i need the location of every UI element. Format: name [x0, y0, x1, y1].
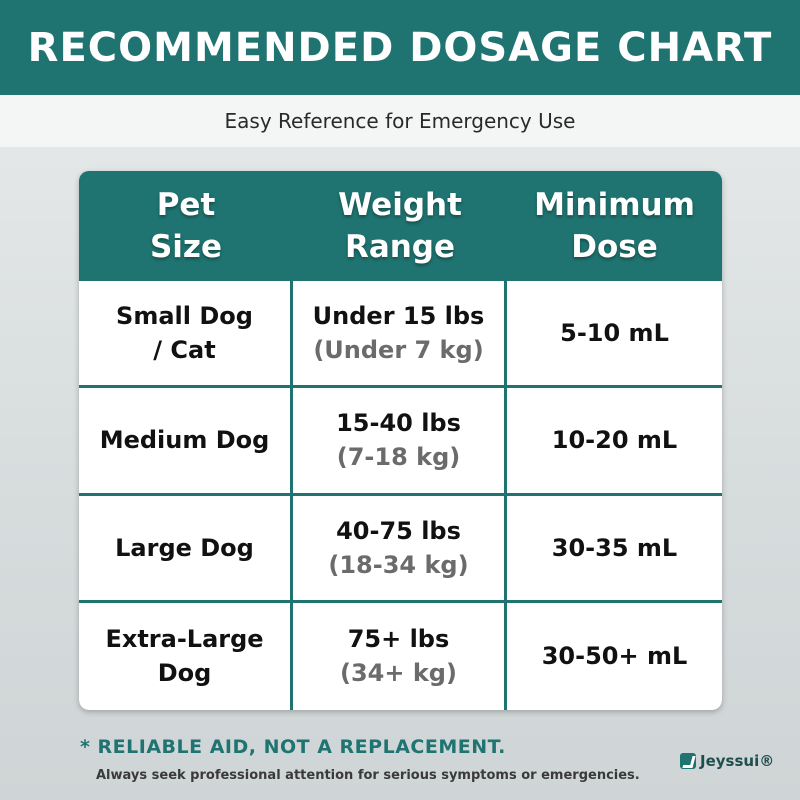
- pet-size-cell: Large Dog: [79, 495, 293, 603]
- weight-kg: (Under 7 kg): [313, 336, 484, 365]
- subtitle-bar: Easy Reference for Emergency Use: [0, 95, 800, 147]
- weight-range-cell: Under 15 lbs (Under 7 kg): [293, 281, 507, 389]
- minimum-dose-cell: 30-50+ mL: [507, 602, 722, 710]
- page-title: RECOMMENDED DOSAGE CHART: [27, 24, 773, 71]
- pet-size-cell: Medium Dog: [79, 388, 293, 496]
- weight-lbs: 15-40 lbs: [336, 409, 461, 438]
- weight-kg: (7-18 kg): [336, 443, 461, 472]
- weight-kg: (18-34 kg): [328, 550, 469, 579]
- brand-mark-icon: [680, 753, 696, 769]
- weight-lbs: 75+ lbs: [347, 625, 450, 654]
- table-header: Pet Size Weight Range Minimum Dose: [79, 171, 722, 281]
- table-row: Large Dog 40-75 lbs (18-34 kg) 30-35 mL: [79, 495, 722, 603]
- table-row: Medium Dog 15-40 lbs (7-18 kg) 10-20 mL: [79, 388, 722, 496]
- column-header-minimum-dose: Minimum Dose: [534, 187, 695, 265]
- weight-kg: (34+ kg): [340, 659, 457, 688]
- pet-size-text: Medium Dog: [99, 426, 270, 455]
- column-header-pet-size: Pet Size: [149, 187, 223, 265]
- title-banner: RECOMMENDED DOSAGE CHART: [0, 0, 800, 95]
- brand-logo: Jeyssui®: [680, 752, 774, 770]
- pet-size-text: Large Dog: [115, 533, 254, 562]
- dose-text: 30-35 mL: [551, 533, 678, 562]
- page-subtitle: Easy Reference for Emergency Use: [224, 109, 576, 133]
- disclaimer-text: Always seek professional attention for s…: [96, 768, 640, 783]
- weight-lbs: Under 15 lbs: [312, 302, 485, 331]
- weight-lbs: 40-75 lbs: [336, 516, 461, 545]
- weight-range-cell: 75+ lbs (34+ kg): [293, 602, 507, 710]
- pet-size-text: Extra-Large Dog: [105, 625, 264, 688]
- reliable-aid-note: * RELIABLE AID, NOT A REPLACEMENT.: [80, 736, 506, 758]
- brand-name: Jeyssui®: [700, 752, 775, 770]
- table-row: Small Dog / Cat Under 15 lbs (Under 7 kg…: [79, 281, 722, 389]
- dose-text: 10-20 mL: [551, 426, 678, 455]
- dose-text: 5-10 mL: [560, 319, 669, 348]
- weight-range-cell: 40-75 lbs (18-34 kg): [293, 495, 507, 603]
- minimum-dose-cell: 5-10 mL: [507, 281, 722, 389]
- column-header-weight-range: Weight Range: [338, 187, 462, 265]
- table-body: Small Dog / Cat Under 15 lbs (Under 7 kg…: [79, 281, 722, 710]
- table-row: Extra-Large Dog 75+ lbs (34+ kg) 30-50+ …: [79, 602, 722, 710]
- pet-size-cell: Extra-Large Dog: [79, 602, 293, 710]
- dosage-table: Pet Size Weight Range Minimum Dose Small…: [79, 171, 722, 710]
- minimum-dose-cell: 10-20 mL: [507, 388, 722, 496]
- weight-range-cell: 15-40 lbs (7-18 kg): [293, 388, 507, 496]
- pet-size-text: Small Dog / Cat: [116, 302, 253, 365]
- pet-size-cell: Small Dog / Cat: [79, 281, 293, 389]
- dose-text: 30-50+ mL: [541, 642, 688, 671]
- minimum-dose-cell: 30-35 mL: [507, 495, 722, 603]
